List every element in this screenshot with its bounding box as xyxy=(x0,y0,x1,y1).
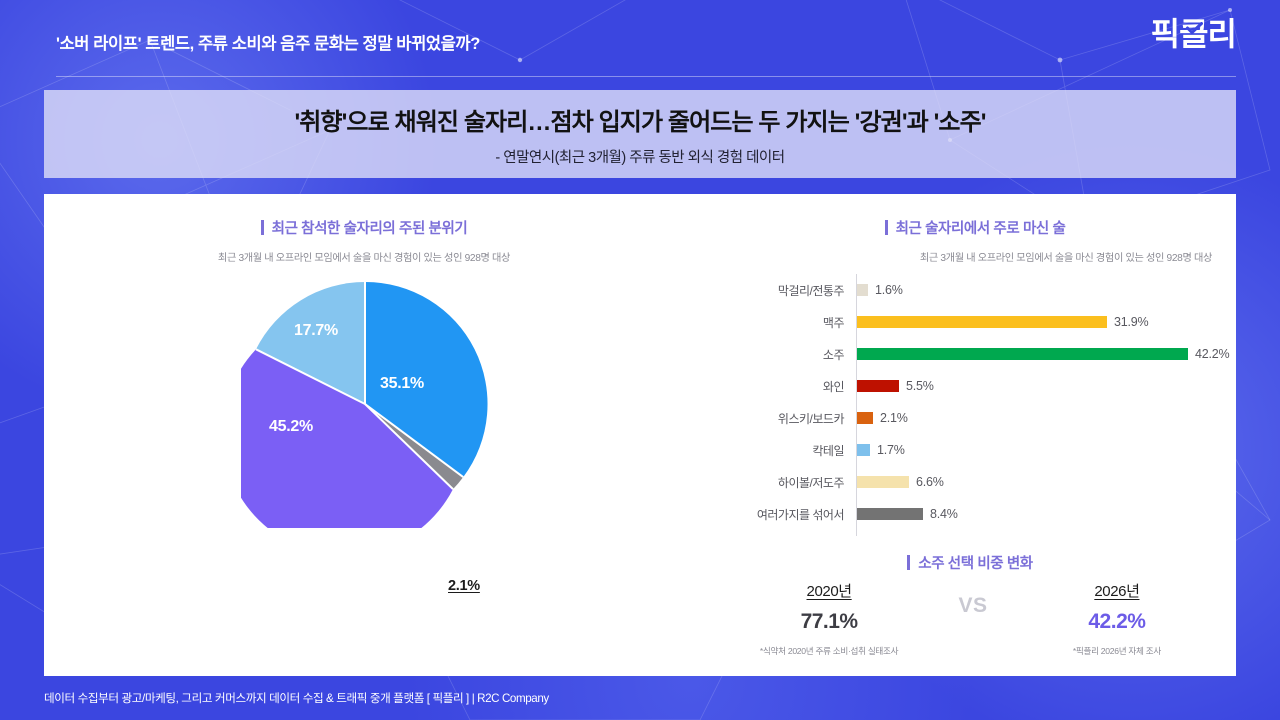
bar-row: 여러가지를 섞어서 8.4% xyxy=(684,498,1236,530)
bar-label: 위스키/보드카 xyxy=(777,411,845,426)
bar-row: 소주 42.2% xyxy=(684,338,1236,370)
comparison-heading: 소주 선택 비중 변화 xyxy=(684,552,1236,573)
bar-track: 42.2% xyxy=(850,338,1236,370)
comparison-title: 소주 선택 비중 변화 xyxy=(918,556,1033,572)
bar-track: 31.9% xyxy=(850,306,1236,338)
bar-chart-axis xyxy=(856,274,857,536)
bar-value: 42.2% xyxy=(1195,347,1230,361)
bar-fill xyxy=(857,444,870,456)
bar-value: 6.6% xyxy=(916,475,944,489)
page-footer: 데이터 수집부터 광고/마케팅, 그리고 커머스까지 데이터 수집 & 트래픽 … xyxy=(0,676,1280,720)
pie-label-no-pressure: 35.1% xyxy=(380,375,424,392)
pie-slice-no-awkward xyxy=(256,282,365,404)
comparison-panel: 소주 선택 비중 변화 2020년 77.1% *식약처 2020년 주류 소비… xyxy=(684,542,1236,676)
accent-bar xyxy=(884,220,888,235)
bar-fill xyxy=(857,316,1107,328)
bar-track: 2.1% xyxy=(850,402,1236,434)
content-card: 최근 참석한 술자리의 주된 분위기 최근 3개월 내 오프라인 모임에서 술을… xyxy=(44,194,1236,676)
headline-banner: '취향'으로 채워진 술자리…점차 입지가 줄어드는 두 가지는 '강권'과 '… xyxy=(44,90,1236,178)
comparison-year-right: 2026년 xyxy=(1094,583,1140,600)
headline-title: '취향'으로 채워진 술자리…점차 입지가 줄어드는 두 가지는 '강권'과 '… xyxy=(294,108,986,136)
bar-label: 칵테일 xyxy=(812,443,844,458)
pie-slice-forced xyxy=(365,404,464,490)
comparison-value-right: 42.2% xyxy=(1088,610,1146,633)
page-title: '소버 라이프' 트렌드, 주류 소비와 음주 문화는 정말 바뀌었을까? xyxy=(56,35,480,53)
comparison-year-left: 2020년 xyxy=(806,583,853,600)
bar-label: 여러가지를 섞어서 xyxy=(756,507,845,522)
bar-row: 와인 5.5% xyxy=(684,370,1236,402)
accent-bar xyxy=(907,555,911,570)
comparison-body: 2020년 77.1% *식약처 2020년 주류 소비·섭취 실태조사 VS … xyxy=(740,580,1206,657)
bar-value: 8.4% xyxy=(930,507,958,521)
comparison-value-left: 77.1% xyxy=(800,610,859,633)
bar-row: 하이볼/저도주 6.6% xyxy=(684,466,1236,498)
bar-value: 2.1% xyxy=(880,411,908,425)
bar-chart-panel: 최근 술자리에서 주로 마신 술 최근 3개월 내 오프라인 모임에서 술을 마… xyxy=(684,194,1236,536)
pie-chart-title: 최근 참석한 술자리의 주된 분위기 xyxy=(271,221,468,237)
bar-track: 1.6% xyxy=(850,274,1236,306)
bar-label: 맥주 xyxy=(822,315,845,330)
bar-fill xyxy=(857,476,909,488)
pie-slice-no-pressure xyxy=(365,281,488,478)
bar-value: 1.7% xyxy=(877,443,905,457)
bar-chart-title: 최근 술자리에서 주로 마신 술 xyxy=(895,221,1066,237)
pie-label-no-awkward: 17.7% xyxy=(294,322,338,339)
bar-chart-subtitle: 최근 3개월 내 오프라인 모임에서 술을 마신 경험이 있는 성인 928명 … xyxy=(919,253,1213,264)
pie-chart-svg xyxy=(241,281,488,528)
pie-chart-subtitle: 최근 3개월 내 오프라인 모임에서 술을 마신 경험이 있는 성인 928명 … xyxy=(217,253,511,264)
bar-value: 31.9% xyxy=(1114,315,1149,329)
pie-chart-heading: 최근 참석한 술자리의 주된 분위기 xyxy=(44,217,684,238)
pie-chart: 35.1% 45.2% 17.7% 2.1% xyxy=(241,280,489,594)
bar-track: 8.4% xyxy=(850,498,1236,530)
bar-value: 1.6% xyxy=(875,283,903,297)
bar-label: 와인 xyxy=(822,379,845,394)
pie-chart-panel: 최근 참석한 술자리의 주된 분위기 최근 3개월 내 오프라인 모임에서 술을… xyxy=(44,194,684,676)
header-divider xyxy=(56,76,1236,77)
bar-row: 칵테일 1.7% xyxy=(684,434,1236,466)
comparison-column-2020: 2020년 77.1% *식약처 2020년 주류 소비·섭취 실태조사 xyxy=(740,580,918,657)
bar-label: 막걸리/전통주 xyxy=(777,283,845,298)
comparison-note-left: *식약처 2020년 주류 소비·섭취 실태조사 xyxy=(759,646,899,656)
pie-label-ok-to-refuse: 45.2% xyxy=(269,418,313,435)
comparison-column-2026: 2026년 42.2% *픽플리 2026년 자체 조사 xyxy=(1028,580,1206,657)
bar-track: 1.7% xyxy=(850,434,1236,466)
bar-row: 막걸리/전통주 1.6% xyxy=(684,274,1236,306)
bar-track: 6.6% xyxy=(850,466,1236,498)
bar-chart-subtitle-wrap: 최근 3개월 내 오프라인 모임에서 술을 마신 경험이 있는 성인 928명 … xyxy=(684,249,1236,264)
accent-bar xyxy=(260,220,264,235)
bar-fill xyxy=(857,508,923,520)
pie-chart-subtitle-wrap: 최근 3개월 내 오프라인 모임에서 술을 마신 경험이 있는 성인 928명 … xyxy=(44,249,684,264)
pie-label-forced: 2.1% xyxy=(448,578,480,594)
footer-text: 데이터 수집부터 광고/마케팅, 그리고 커머스까지 데이터 수집 & 트래픽 … xyxy=(44,692,549,705)
headline-subtitle: - 연말연시(최근 3개월) 주류 동반 외식 경험 데이터 xyxy=(495,149,785,166)
bar-row: 맥주 31.9% xyxy=(684,306,1236,338)
page-header: '소버 라이프' 트렌드, 주류 소비와 음주 문화는 정말 바뀌었을까? 픽클… xyxy=(0,0,1280,78)
comparison-vs-label: VS xyxy=(958,594,988,617)
bar-fill xyxy=(857,380,899,392)
bar-track: 5.5% xyxy=(850,370,1236,402)
comparison-note-right: *픽플리 2026년 자체 조사 xyxy=(1072,646,1161,656)
pie-slice-ok-to-refuse xyxy=(241,349,453,528)
check-icon xyxy=(1186,22,1203,34)
bar-chart: 막걸리/전통주 1.6% 맥주 31.9% 소주 42.2% xyxy=(684,274,1236,536)
bar-value: 5.5% xyxy=(906,379,934,393)
bar-row: 위스키/보드카 2.1% xyxy=(684,402,1236,434)
bar-fill xyxy=(857,412,873,424)
bar-fill xyxy=(857,284,868,296)
brand-logo: 픽클리 xyxy=(1150,16,1237,52)
bar-label: 소주 xyxy=(822,347,845,362)
brand-logo-text: 픽클리 xyxy=(1150,16,1237,52)
bar-fill xyxy=(857,348,1188,360)
bar-chart-heading: 최근 술자리에서 주로 마신 술 xyxy=(684,217,1236,238)
bar-label: 하이볼/저도주 xyxy=(777,475,845,490)
